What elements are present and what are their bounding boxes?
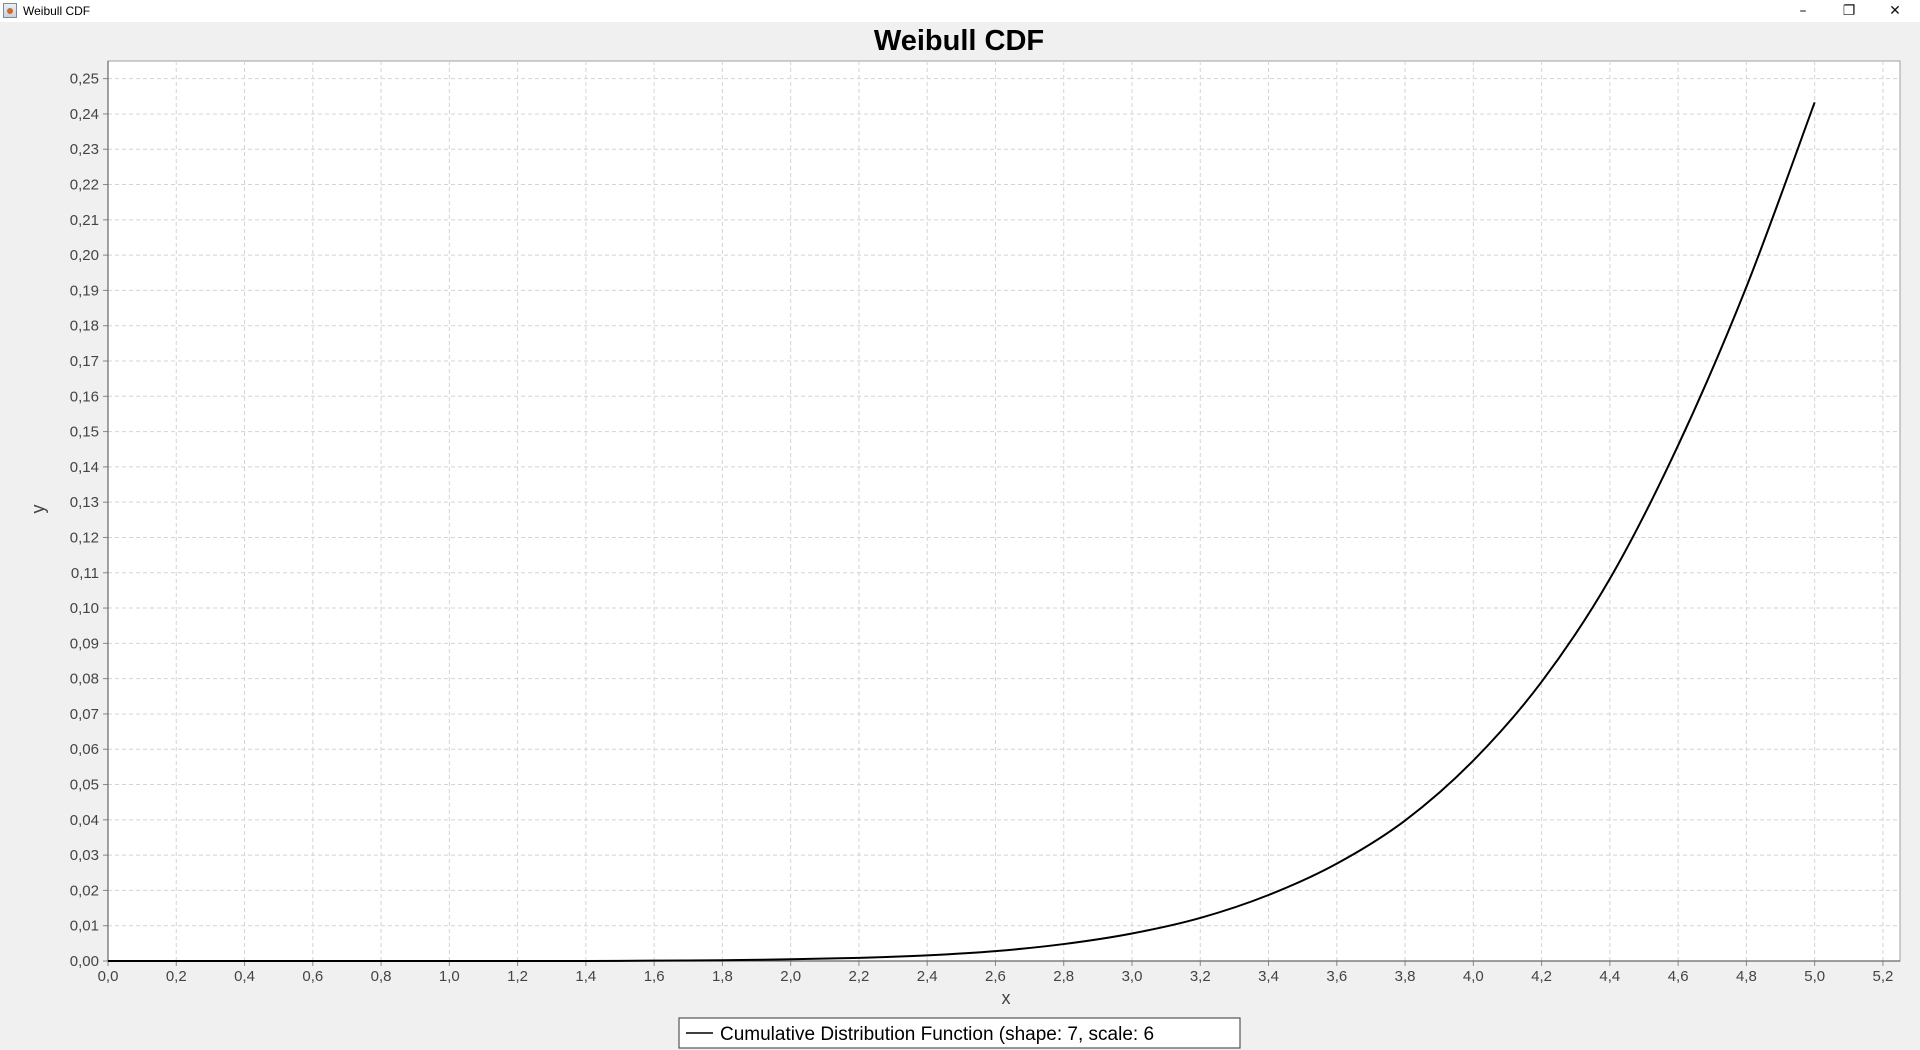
x-tick-label: 4,0 [1463, 968, 1484, 985]
window-title: Weibull CDF [23, 4, 91, 18]
x-tick-label: 4,8 [1736, 968, 1757, 985]
y-tick-label: 0,01 [70, 918, 99, 935]
plot-area [107, 60, 1901, 962]
x-tick-label: 3,8 [1395, 968, 1416, 985]
x-tick-label: 0,0 [98, 968, 119, 985]
y-tick-label: 0,20 [70, 247, 99, 264]
x-tick-label: 1,2 [507, 968, 528, 985]
y-tick-label: 0,03 [70, 847, 99, 864]
x-tick-label: 3,0 [1122, 968, 1143, 985]
x-tick-label: 2,6 [985, 968, 1006, 985]
y-tick-label: 0,11 [71, 565, 99, 582]
y-tick-label: 0,10 [70, 600, 99, 617]
series-layer [108, 101, 1816, 963]
legend: Cumulative Distribution Function (shape:… [678, 1017, 1241, 1049]
x-tick-label: 4,4 [1599, 968, 1620, 985]
x-tick-label: 1,4 [575, 968, 596, 985]
legend-box [678, 1017, 1241, 1049]
y-tick-label: 0,19 [70, 282, 99, 299]
x-tick-label: 0,4 [234, 968, 255, 985]
y-tick-label: 0,16 [70, 388, 99, 405]
chart-area: Weibull CDF 0,0 0,2 0,4 0,6 0,8 1,0 1,2 1,4 1,6 1… [28, 25, 1901, 1049]
x-tick-label: 5,2 [1873, 968, 1894, 985]
y-axis-label: y [28, 505, 48, 514]
y-tick-label: 0,06 [70, 741, 99, 758]
chart-title: Weibull CDF [874, 25, 1044, 57]
y-tick-label: 0,25 [70, 71, 99, 88]
legend-entry: Cumulative Distribution Function (shape:… [720, 1024, 1154, 1045]
y-tick-label: 0,02 [70, 882, 99, 899]
x-tick-label: 4,6 [1668, 968, 1689, 985]
y-tick-label: 0,05 [70, 777, 99, 794]
y-tick-label: 0,04 [70, 812, 99, 829]
x-tick-label: 2,8 [1053, 968, 1074, 985]
y-tick-label: 0,08 [70, 671, 99, 688]
y-tick-label: 0,12 [70, 529, 99, 546]
y-tick-label: 0,14 [70, 459, 99, 476]
restore-button[interactable]: ❐ [1842, 3, 1856, 19]
minimize-button[interactable]: – [1799, 3, 1807, 19]
x-tick-label: 3,2 [1190, 968, 1211, 985]
y-tick-label: 0,23 [70, 141, 99, 158]
x-tick-label: 5,0 [1804, 968, 1825, 985]
y-tick-label: 0,24 [70, 106, 99, 123]
x-tick-label: 1,6 [644, 968, 665, 985]
y-tick-label: 0,09 [70, 635, 99, 652]
x-tick-label: 2,0 [780, 968, 801, 985]
x-tick-label: 3,4 [1258, 968, 1279, 985]
y-tick-label: 0,00 [70, 953, 99, 970]
x-axis-label: x [1002, 988, 1011, 1008]
x-tick-label: 1,8 [712, 968, 733, 985]
y-tick-label: 0,18 [70, 318, 99, 335]
x-tick-label: 0,2 [166, 968, 187, 985]
y-tick-label: 0,22 [70, 177, 99, 194]
close-button[interactable]: ✕ [1889, 3, 1901, 19]
y-tick-label: 0,21 [70, 212, 99, 229]
x-tick-label: 0,6 [302, 968, 323, 985]
java-app-icon [3, 3, 17, 18]
gridlines [107, 61, 1900, 962]
x-tick-label: 1,0 [439, 968, 460, 985]
y-tick-label: 0,13 [70, 494, 99, 511]
y-tick-label: 0,15 [70, 424, 99, 441]
x-tick-label: 3,6 [1326, 968, 1347, 985]
y-tick-label: 0,07 [70, 706, 99, 723]
x-tick-label: 2,4 [917, 968, 938, 985]
x-tick-label: 2,2 [849, 968, 870, 985]
y-tick-label: 0,17 [70, 353, 99, 370]
x-tick-label: 4,2 [1531, 968, 1552, 985]
window-titlebar[interactable]: Weibull CDF – ❐ ✕ [0, 0, 1920, 22]
series-line [108, 101, 1816, 963]
x-tick-label: 0,8 [371, 968, 392, 985]
